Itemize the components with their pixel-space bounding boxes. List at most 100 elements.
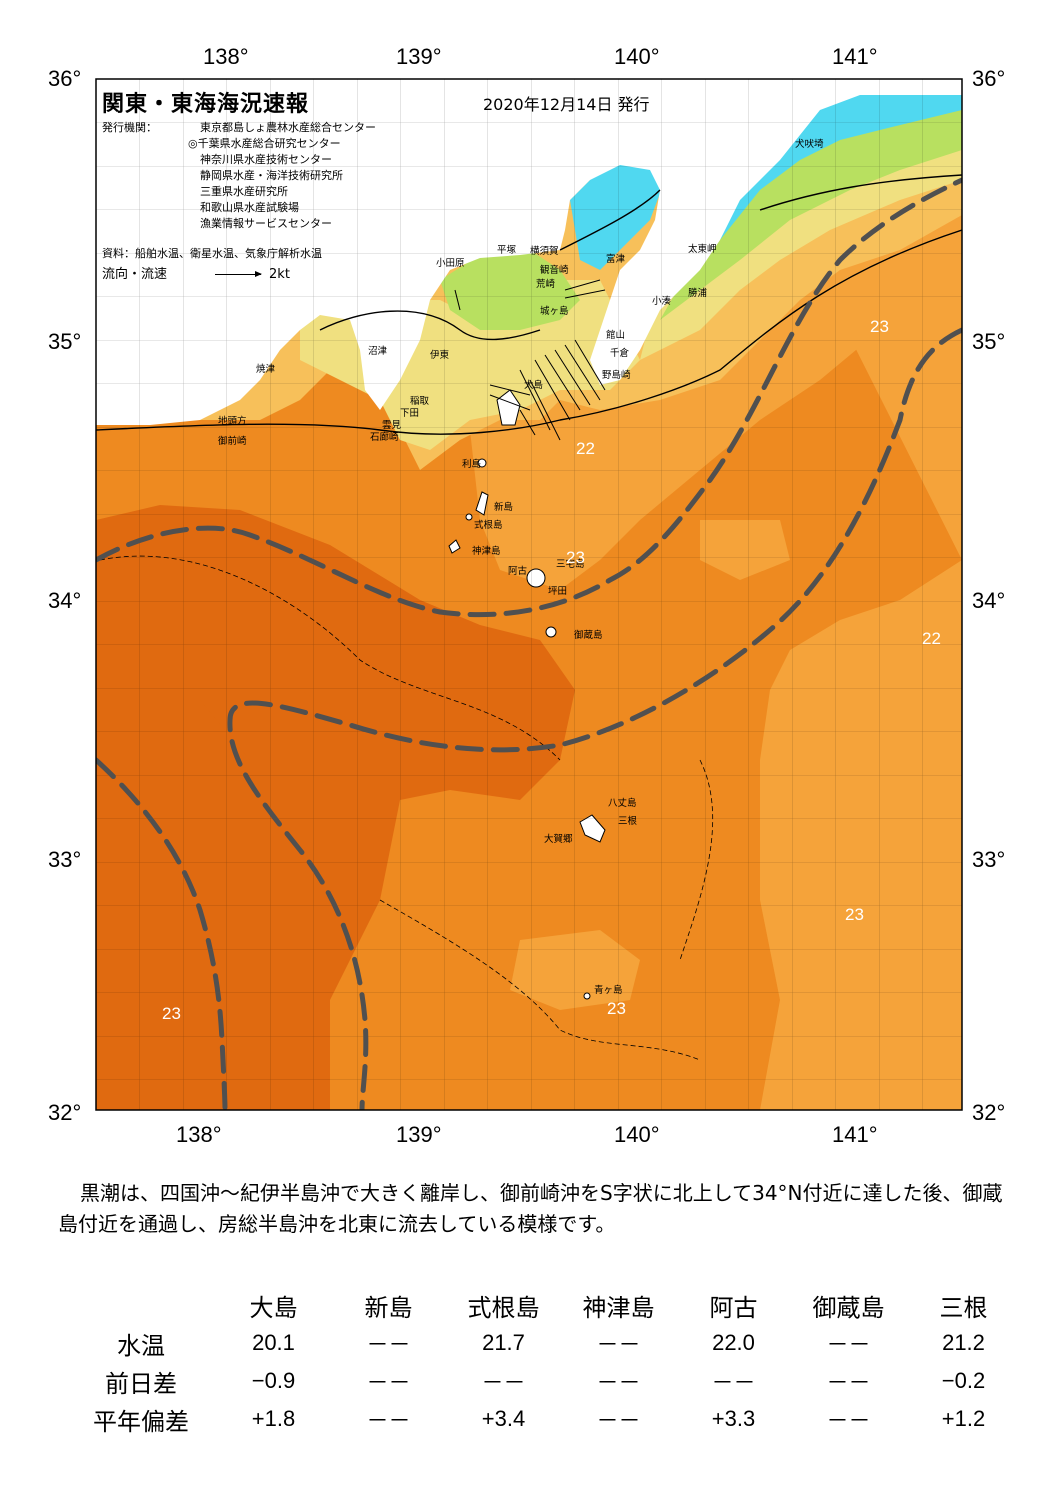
lat-label-right: 35° (972, 329, 1005, 354)
place-label: 勝浦 (688, 287, 708, 299)
lon-label-bottom: 140° (614, 1122, 660, 1147)
table-header-row: 大島 新島 式根島 神津島 阿古 御蔵島 三根 (66, 1286, 1021, 1324)
issuer-list: 発行機関： 東京都島しょ農林水産総合センター ◎千葉県水産総合研究センター 神奈川… (102, 120, 376, 232)
kuroshio-axis-west (96, 757, 228, 1110)
table-cell: －－ (596, 1408, 641, 1433)
place-label: 御前崎 (218, 435, 247, 447)
station-header: 御蔵島 (812, 1293, 885, 1322)
station-header: 三根 (939, 1293, 988, 1322)
data-source: 資料：船舶水温、衛星水温、気象庁解析水温 (102, 247, 322, 260)
place-label: 沼津 (368, 346, 388, 357)
table-cell: －－ (826, 1408, 871, 1433)
lat-lon-grid (96, 79, 962, 1110)
row-label: 前日差 (105, 1369, 177, 1398)
lat-label-left: 33° (48, 847, 81, 872)
table-cell: 22.0 (712, 1330, 755, 1355)
lon-label-bottom: 138° (176, 1122, 222, 1147)
observation-table: 大島 新島 式根島 神津島 阿古 御蔵島 三根 水温 20.1 －－ 21.7 … (66, 1286, 1021, 1438)
report-title: 関東・東海海況速報 (102, 92, 310, 117)
sst-map: 犬吠埼 太東岬 勝浦 小湊 富津 館山 千倉 野島崎 横須賀 観音崎 荒崎 城ヶ… (48, 44, 1005, 1147)
table-cell: −0.2 (941, 1368, 986, 1393)
place-label: 伊東 (430, 349, 450, 361)
legend-value: 2kt (269, 267, 290, 282)
isotherm-label: 23 (566, 548, 585, 567)
lat-label-left: 34° (48, 588, 81, 613)
isotherm-lines (96, 174, 962, 435)
place-label: 八丈島 (608, 797, 637, 809)
place-label: 石廊崎 (370, 431, 399, 443)
table-row: 水温 20.1 －－ 21.7 －－ 22.0 －－ 21.2 (66, 1324, 1021, 1362)
station-header: 新島 (364, 1293, 413, 1322)
place-label: 犬吠埼 (795, 138, 824, 150)
row-label: 平年偏差 (93, 1407, 189, 1436)
table-cell: +3.3 (711, 1406, 756, 1431)
place-label: 観音崎 (540, 264, 569, 276)
isotherm-label: 23 (870, 317, 889, 336)
station-header: 阿古 (709, 1293, 758, 1322)
table-cell: −0.9 (251, 1368, 296, 1393)
lat-label-right: 32° (972, 1100, 1005, 1125)
isotherm-label: 23 (845, 905, 864, 924)
table-cell: －－ (366, 1370, 411, 1395)
place-label: 稲取 (410, 395, 430, 407)
table-corner (66, 1286, 216, 1324)
table-cell: －－ (711, 1370, 756, 1395)
isotherm-labels: 23 22 23 22 23 23 23 (162, 317, 941, 1023)
issuer-org: 神奈川県水産技術センター (200, 153, 332, 166)
row-label: 水温 (117, 1331, 165, 1360)
table-cell: 21.2 (942, 1330, 985, 1355)
table-cell: 21.7 (482, 1330, 525, 1355)
place-label: 式根島 (474, 519, 503, 531)
lon-label-bottom: 141° (832, 1122, 878, 1147)
legend-arrow-icon (215, 271, 263, 277)
place-label: 大賀郷 (544, 833, 573, 845)
lat-label-right: 36° (972, 66, 1005, 91)
place-label: 雲見 (382, 420, 402, 431)
place-label: 三宅島 (556, 558, 585, 570)
situation-comment: 黒潮は、四国沖～紀伊半島沖で大きく離岸し、御前崎沖をS字状に北上して34°N付近… (58, 1181, 1003, 1236)
lat-label-left: 32° (48, 1100, 81, 1125)
table-cell: －－ (596, 1332, 641, 1357)
isotherm-label: 22 (922, 629, 941, 648)
lon-label-top: 139° (396, 44, 442, 69)
lon-label-bottom: 139° (396, 1122, 442, 1147)
table-cell: +1.2 (941, 1406, 986, 1431)
table-cell: +3.4 (481, 1406, 526, 1431)
issuer-org: ◎千葉県水産総合研究センター (188, 137, 341, 150)
table-cell: －－ (366, 1408, 411, 1433)
issuer-org: 東京都島しょ農林水産総合センター (200, 121, 376, 134)
place-label: 館山 (606, 329, 625, 341)
place-label: 小田原 (436, 258, 465, 269)
station-header: 式根島 (467, 1293, 540, 1322)
place-label: 平塚 (497, 245, 517, 256)
station-header: 神津島 (582, 1293, 655, 1322)
place-label: 焼津 (256, 363, 276, 375)
place-label: 千倉 (610, 347, 630, 359)
issuer-org: 三重県水産研究所 (200, 185, 288, 198)
place-label: 大島 (524, 379, 543, 391)
table-cell: －－ (826, 1332, 871, 1357)
place-label: 三根 (618, 815, 638, 827)
place-label: 利島 (462, 458, 481, 470)
isotherm-label: 23 (607, 999, 626, 1018)
lat-label-right: 33° (972, 847, 1005, 872)
kuroshio-axis-south (227, 327, 962, 1110)
kuroshio-axes (96, 177, 962, 1110)
issuer-org: 和歌山県水産試験場 (200, 201, 299, 214)
isotherm-label: 23 (162, 1004, 181, 1023)
lat-label-left: 35° (48, 329, 81, 354)
place-label: 阿古 (508, 565, 528, 577)
current-legend: 流向・流速 2kt (102, 263, 290, 282)
table-cell: 20.1 (252, 1330, 295, 1355)
place-label: 城ヶ島 (540, 305, 569, 317)
table-row: 前日差 −0.9 －－ －－ －－ －－ －－ −0.2 (66, 1362, 1021, 1400)
place-label: 横須賀 (530, 245, 559, 257)
bathymetry-contours (99, 555, 713, 1061)
table-cell: －－ (366, 1332, 411, 1357)
place-label: 富津 (606, 253, 626, 265)
issuer-label: 発行機関： (102, 121, 157, 134)
issuer-org: 静岡県水産・海洋技術研究所 (200, 169, 343, 182)
map-frame (95, 78, 963, 1111)
lon-label-top: 140° (614, 44, 660, 69)
place-label: 野島崎 (602, 369, 631, 381)
